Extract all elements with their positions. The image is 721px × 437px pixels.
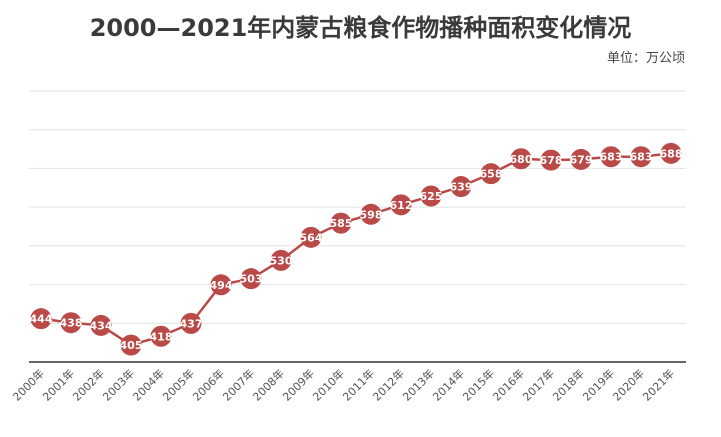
data-point bbox=[30, 308, 52, 330]
x-tick-labels: 2000年2001年2002年2003年2004年2005年2006年2007年… bbox=[10, 366, 677, 403]
data-label: 680 bbox=[510, 153, 533, 166]
data-label: 564 bbox=[300, 231, 323, 244]
data-point bbox=[450, 176, 472, 198]
data-label: 438 bbox=[60, 317, 83, 330]
x-tick-label: 2019年 bbox=[580, 366, 617, 403]
data-points: 444 438 434 405 418 437 494 503 530 564 585 598 612 6… bbox=[30, 142, 683, 356]
unit-label: 单位：万公顷 bbox=[606, 51, 685, 66]
data-label: 683 bbox=[630, 151, 653, 164]
data-point bbox=[480, 163, 502, 185]
data-label: 418 bbox=[150, 330, 173, 343]
data-point bbox=[420, 185, 442, 207]
x-tick-label: 2004年 bbox=[130, 366, 167, 403]
data-label: 625 bbox=[420, 190, 443, 203]
data-point bbox=[180, 312, 202, 334]
x-tick-label: 2018年 bbox=[550, 366, 587, 403]
x-tick-label: 2021年 bbox=[640, 366, 677, 403]
data-point bbox=[360, 203, 382, 225]
gridlines bbox=[29, 90, 686, 324]
data-label: 405 bbox=[120, 339, 143, 352]
data-point bbox=[240, 268, 262, 290]
data-label: 503 bbox=[240, 273, 263, 286]
x-tick-label: 2011年 bbox=[340, 366, 377, 403]
data-point bbox=[510, 148, 532, 170]
x-tick-label: 2020年 bbox=[610, 366, 647, 403]
data-label: 434 bbox=[90, 319, 113, 332]
data-label: 437 bbox=[180, 317, 203, 330]
x-tick-label: 2003年 bbox=[100, 366, 137, 403]
x-tick-label: 2017年 bbox=[520, 366, 557, 403]
data-point bbox=[210, 274, 232, 296]
x-tick-label: 2010年 bbox=[310, 366, 347, 403]
data-label: 444 bbox=[30, 313, 53, 326]
x-tick-label: 2005年 bbox=[160, 366, 197, 403]
data-label: 639 bbox=[450, 181, 473, 194]
data-label: 688 bbox=[660, 147, 683, 160]
x-tick-label: 2014年 bbox=[430, 366, 467, 403]
x-tick-label: 2001年 bbox=[40, 366, 77, 403]
x-tick-label: 2013年 bbox=[400, 366, 437, 403]
data-point bbox=[150, 325, 172, 347]
data-point bbox=[90, 314, 112, 336]
data-point bbox=[570, 148, 592, 170]
data-label: 679 bbox=[570, 153, 593, 166]
data-point bbox=[630, 146, 652, 168]
series-line-group bbox=[40, 152, 672, 347]
data-label: 678 bbox=[540, 154, 563, 167]
data-point bbox=[390, 194, 412, 216]
data-point bbox=[270, 249, 292, 271]
data-point bbox=[300, 226, 322, 248]
data-point bbox=[330, 212, 352, 234]
x-tick-label: 2016年 bbox=[490, 366, 527, 403]
data-label: 530 bbox=[270, 254, 293, 267]
chart-title: 2000—2021年内蒙古粮食作物播种面积变化情况 bbox=[89, 14, 632, 42]
data-label: 494 bbox=[210, 279, 233, 292]
x-tick-label: 2000年 bbox=[10, 366, 47, 403]
x-tick-label: 2012年 bbox=[370, 366, 407, 403]
x-tick-label: 2002年 bbox=[70, 366, 107, 403]
series-line bbox=[40, 152, 672, 347]
data-label: 598 bbox=[360, 208, 383, 221]
data-label: 612 bbox=[390, 199, 413, 212]
x-tick-label: 2015年 bbox=[460, 366, 497, 403]
data-point bbox=[60, 312, 82, 334]
data-point bbox=[540, 149, 562, 171]
data-label: 683 bbox=[600, 151, 623, 164]
x-tick-label: 2008年 bbox=[250, 366, 287, 403]
data-label: 658 bbox=[480, 168, 503, 181]
data-point bbox=[660, 142, 682, 164]
x-tick-label: 2006年 bbox=[190, 366, 227, 403]
data-point bbox=[600, 146, 622, 168]
x-tick-label: 2009年 bbox=[280, 366, 317, 403]
data-point bbox=[120, 334, 142, 356]
x-tick-label: 2007年 bbox=[220, 366, 257, 403]
data-label: 585 bbox=[330, 217, 353, 230]
